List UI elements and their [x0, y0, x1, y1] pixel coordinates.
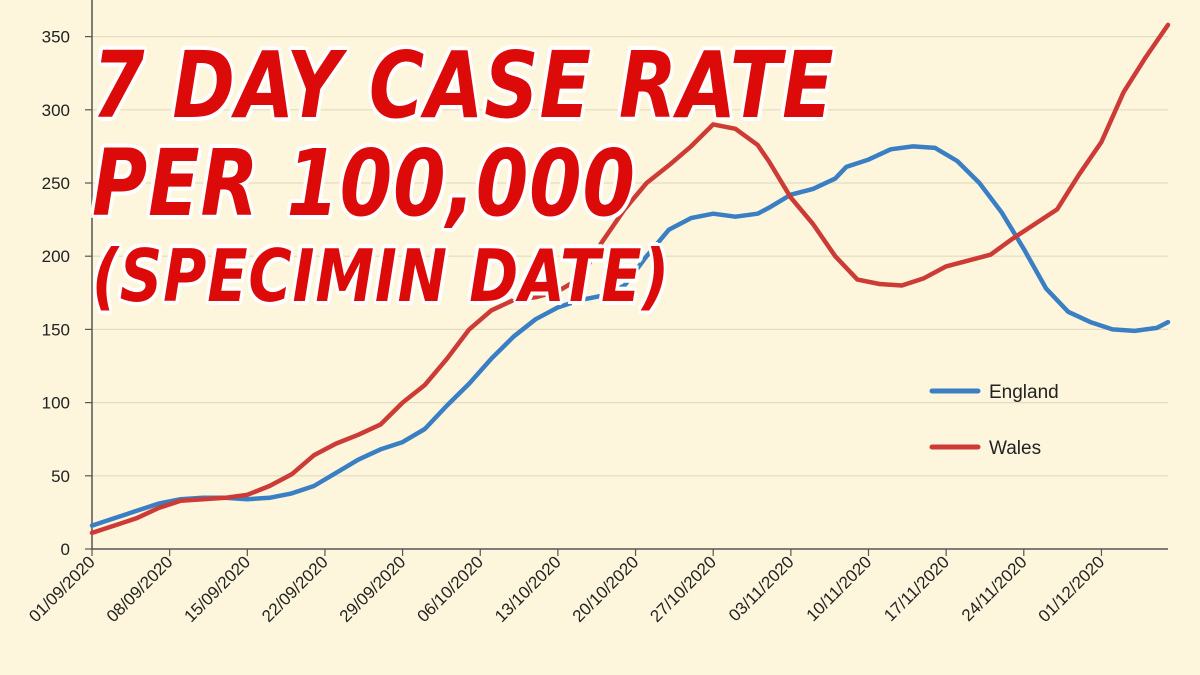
y-tick-label: 0 [61, 540, 70, 559]
x-tick-label: 01/09/2020 [25, 552, 99, 626]
y-tick-label: 350 [42, 28, 70, 47]
x-tick-label: 22/09/2020 [258, 552, 332, 626]
x-tick-label: 08/09/2020 [103, 552, 177, 626]
x-tick-label: 24/11/2020 [958, 552, 1031, 625]
x-tick-label: 03/11/2020 [725, 552, 798, 625]
x-tick-label: 13/10/2020 [491, 552, 565, 626]
grid [92, 35, 1168, 477]
x-tick-label: 15/09/2020 [181, 552, 255, 626]
series [89, 22, 1171, 536]
title-line-3: (SPECIMIN DATE) [92, 234, 671, 318]
x-tick-label: 29/09/2020 [336, 552, 410, 626]
y-tick-label: 250 [42, 174, 70, 193]
y-tick-label: 200 [42, 247, 70, 266]
y-tick-label: 100 [42, 394, 70, 413]
legend-label-england: England [989, 382, 1059, 403]
x-tick-label: 06/10/2020 [413, 552, 487, 626]
x-tick-label: 27/10/2020 [646, 552, 720, 626]
legend: England Wales [929, 382, 1059, 459]
y-tick-label: 50 [51, 467, 70, 486]
title-line-2: PER 100,000 [92, 130, 636, 237]
series-line-wales [89, 22, 1171, 536]
x-tick-label: 10/11/2020 [803, 552, 876, 625]
y-tick-label: 300 [42, 101, 70, 120]
title-line-1: 7 DAY CASE RATE [92, 32, 835, 139]
x-tick-label: 20/10/2020 [569, 552, 643, 626]
x-tick-label: 17/11/2020 [880, 552, 953, 625]
series-line-england [89, 144, 1171, 528]
y-tick-label: 150 [42, 320, 70, 339]
chart-title: 7 DAY CASE RATE PER 100,000 (SPECIMIN DA… [92, 32, 835, 318]
x-tick-label: 01/12/2020 [1035, 552, 1109, 626]
legend-label-wales: Wales [989, 438, 1041, 459]
